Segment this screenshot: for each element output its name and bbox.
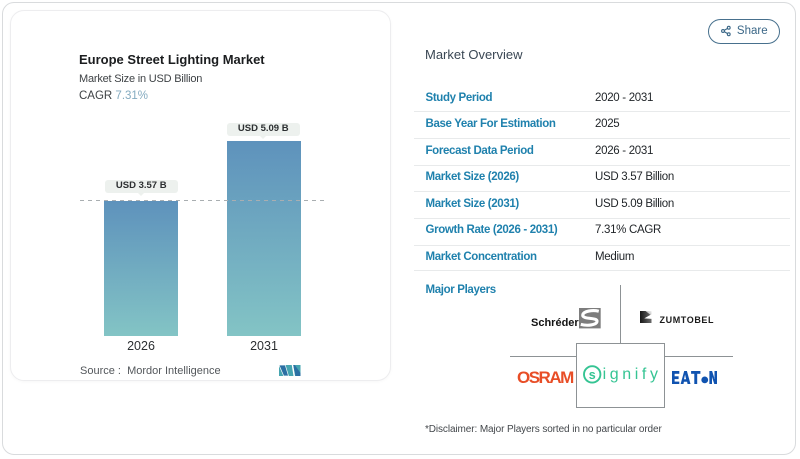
svg-text:ignify: ignify	[602, 366, 660, 383]
svg-text:s: s	[588, 368, 595, 382]
